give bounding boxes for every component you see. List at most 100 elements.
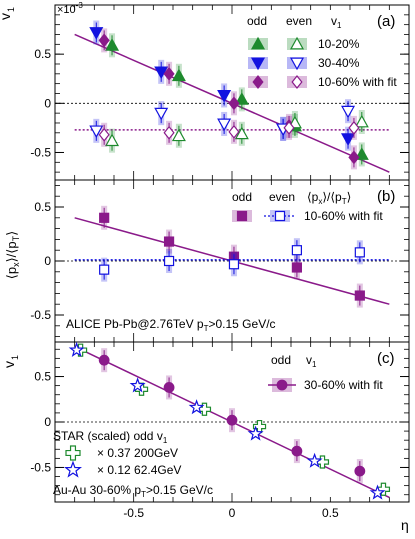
data-point — [89, 27, 104, 40]
data-point — [354, 114, 369, 128]
data-point — [291, 245, 302, 256]
x-tick-label: 0.5 — [322, 506, 339, 520]
data-point — [348, 120, 360, 135]
data-point — [354, 290, 365, 301]
panel-c: 0.5 0 -0.5 -0.5 0 0.5 v 1 (c) η odd v1 30-60%… — [1, 341, 410, 533]
x-axis-label: η — [401, 517, 409, 533]
series-30-40-even — [89, 99, 356, 143]
legend-b-even: even — [269, 190, 295, 204]
data-point — [68, 341, 85, 357]
panel-a-ylabel: v — [0, 13, 13, 20]
panel-c-ylabel-sub: 1 — [10, 355, 20, 360]
data-point — [98, 33, 110, 48]
data-point — [234, 126, 249, 140]
data-point — [154, 66, 169, 80]
panel-c-label: (c) — [377, 350, 395, 367]
star-legend-row-2: × 0.12 62.4GeV — [97, 463, 181, 477]
legend-marker-62gev — [64, 460, 82, 478]
legend-marker-200gev — [65, 445, 81, 461]
series-10-60-even — [98, 115, 360, 147]
data-point — [369, 484, 386, 500]
legend-marker — [274, 210, 286, 222]
legend-marker — [291, 75, 303, 89]
y-tick-label: 0 — [44, 254, 51, 268]
legend-a-v1: v1 — [331, 14, 342, 30]
data-point — [228, 124, 240, 139]
y-tick-label: 0.5 — [34, 47, 51, 61]
legend-b-px: ⟨px⟩/⟨pT⟩ — [307, 190, 351, 206]
legend-a-even: even — [286, 14, 312, 28]
y-tick-label: -0.5 — [30, 145, 51, 159]
panel-b-label: (b) — [377, 188, 395, 205]
legend-a-row-2: 30-40% — [318, 56, 360, 70]
data-point — [226, 414, 238, 426]
data-point — [283, 120, 295, 135]
data-point — [228, 96, 240, 111]
panel-a: 0.5 0 -0.5 ×10-3 v 1 (a) odd even v1 10-20… — [0, 1, 410, 181]
data-point — [129, 377, 146, 393]
data-point — [105, 133, 120, 147]
x-tick-label: 0 — [229, 506, 236, 520]
y-tick-label: -0.5 — [30, 308, 51, 322]
legend-c-odd: odd — [271, 353, 291, 367]
data-point — [291, 262, 302, 273]
legend-c-row-1: 30-60% with fit — [304, 378, 383, 392]
data-point — [341, 133, 356, 146]
data-point — [163, 382, 175, 393]
panel-a-exponent: ×10-3 — [57, 1, 83, 16]
legend-marker — [236, 210, 248, 222]
legend-marker — [250, 36, 266, 50]
data-point — [354, 465, 366, 477]
panel-b-ylabel: ⟨px⟩/⟨pT⟩ — [4, 231, 21, 279]
data-point — [188, 399, 205, 415]
data-point — [163, 255, 175, 267]
star-legend-footer: Au-Au 30-60% pT>0.15 GeV/c — [53, 483, 213, 499]
legend-a-odd: odd — [247, 14, 267, 28]
series--0-12-62-4gev — [68, 341, 386, 500]
series-10-60-even — [99, 238, 365, 282]
legend-c-v1: v1 — [306, 353, 317, 369]
data-point — [99, 264, 110, 275]
y-tick-label: -0.5 — [30, 460, 51, 474]
panel-a-ylabel-sub: 1 — [6, 7, 16, 12]
data-point — [163, 125, 175, 140]
data-point — [98, 127, 110, 142]
panel-a-label: (a) — [377, 13, 395, 30]
data-point — [354, 247, 365, 258]
data-point — [105, 38, 120, 51]
legend-marker — [250, 57, 266, 71]
legend-marker — [289, 57, 305, 71]
data-point — [234, 92, 249, 105]
x-tick-label: -0.5 — [123, 506, 144, 520]
data-point — [217, 118, 232, 132]
panel-b-annotation: ALICE Pb-Pb@2.76TeV pT>0.15 GeV/c — [66, 317, 276, 333]
legend-marker — [276, 379, 288, 391]
panel-b: 0.5 0 -0.5 ⟨px⟩/⟨pT⟩ (b) odd even ⟨px⟩/⟨pT… — [4, 179, 410, 343]
series-10-20-odd — [105, 33, 369, 167]
data-point — [163, 236, 175, 247]
data-point — [306, 452, 323, 468]
legend-a-row-1: 10-20% — [318, 37, 360, 51]
data-point — [99, 212, 110, 223]
legend-marker — [289, 36, 305, 50]
data-point — [291, 445, 303, 457]
y-tick-label: 0 — [44, 415, 51, 429]
star-legend-row-1: × 0.37 200GeV — [97, 446, 178, 460]
y-tick-label: 0 — [44, 96, 51, 110]
data-point — [228, 259, 240, 270]
data-point — [341, 105, 356, 119]
data-point — [163, 66, 175, 81]
data-point — [89, 125, 104, 139]
legend-marker — [252, 75, 264, 89]
star-legend-title: STAR (scaled) odd v1 — [53, 429, 168, 445]
y-tick-label: 0.5 — [34, 200, 51, 214]
panel-c-ylabel: v — [1, 361, 17, 368]
legend-a-row-3: 10-60% with fit — [318, 75, 397, 89]
data-point — [98, 354, 110, 366]
legend-b-odd: odd — [232, 190, 252, 204]
series-30-60-odd — [98, 348, 366, 484]
y-tick-label: 0.5 — [34, 370, 51, 384]
data-point — [247, 425, 264, 441]
data-point — [217, 90, 232, 103]
